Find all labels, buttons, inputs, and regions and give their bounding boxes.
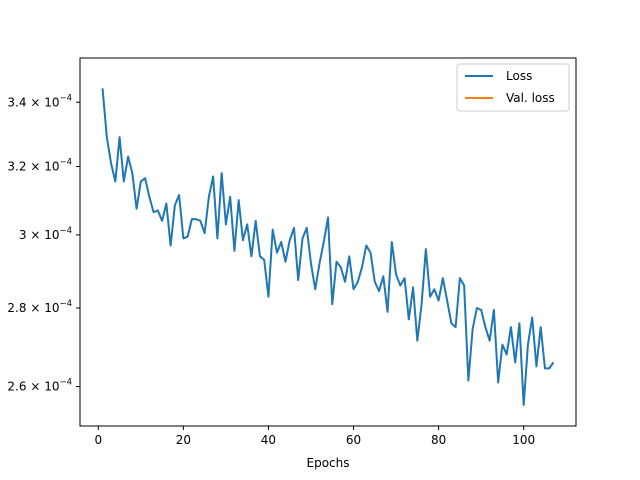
y-tick-label: 3.4 × 10−4 xyxy=(7,93,72,109)
legend: Loss Val. loss xyxy=(456,63,570,112)
x-tick-label: 20 xyxy=(176,433,191,447)
x-tick-label: 80 xyxy=(431,433,446,447)
x-axis: 0 20 40 60 80 100 xyxy=(94,426,535,447)
plot-area-frame xyxy=(79,57,577,427)
x-tick-label: 0 xyxy=(94,433,102,447)
x-tick-label: 100 xyxy=(512,433,535,447)
y-tick-label: 3 × 10−4 xyxy=(19,226,72,242)
series-layer xyxy=(101,88,555,407)
series-line-0 xyxy=(101,88,555,407)
legend-label-0: Loss xyxy=(506,69,532,83)
y-tick-label: 2.6 × 10−4 xyxy=(7,378,72,394)
legend-label-1: Val. loss xyxy=(506,91,555,105)
y-axis: 2.6 × 10−4 2.8 × 10−4 3 × 10−4 3.2 × 10−4 3.… xyxy=(7,93,80,394)
x-axis-label: Epochs xyxy=(307,456,350,470)
y-tick-label: 2.8 × 10−4 xyxy=(7,299,72,315)
x-tick-label: 40 xyxy=(261,433,276,447)
x-tick-label: 60 xyxy=(346,433,361,447)
y-tick-label: 3.2 × 10−4 xyxy=(7,158,72,174)
